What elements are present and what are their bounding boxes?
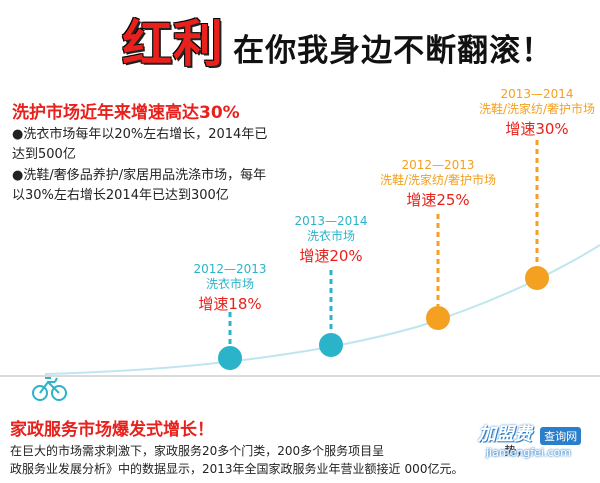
banner-title: 红利 在你我身边不断翻滚！ [122, 4, 553, 73]
banner-title-text: 在你我身边不断翻滚！ [233, 33, 554, 69]
banner-title-highlight: 红利 [122, 14, 224, 73]
bicycle-icon [32, 377, 67, 401]
bottom-line-2-tail: 000亿元。 [404, 462, 464, 476]
milestone-years: 2013—2014 [294, 214, 368, 228]
milestone-3: 2012—2013 洗鞋/洗家纺/奢护市场 增速25% [372, 158, 504, 210]
milestone-years: 2012—2013 [193, 262, 267, 276]
bullet-shoes-luxury: ●洗鞋/奢侈品养护/家居用品洗涤市场，每年以30%左右增长2014年已达到300… [12, 168, 267, 203]
bottom-line-1: 在巨大的市场需求刺激下，家政服务20多个门类，200多个服务项目呈 势， [10, 442, 578, 460]
milestone-market: 洗衣市场 [205, 277, 254, 291]
bottom-line-1-text: 在巨大的市场需求刺激下，家政服务20多个门类，200多个服务项目呈 [10, 444, 385, 458]
milestone-years: 2013—2014 [500, 87, 574, 101]
milestone-market: 洗鞋/洗家纺/奢护市场 [379, 173, 497, 187]
bottom-line-2-text: 政服务业发展分析》中的数据显示，2013年全国家政服务业年营业额接近 [10, 462, 401, 476]
milestone-growth: 增速30% [505, 120, 569, 138]
left-headline: 洗护市场近年来增速高达30% [12, 103, 240, 123]
milestone-1: 2012—2013 洗衣市场 增速18% [188, 262, 272, 314]
milestone-growth: 增速25% [406, 191, 470, 209]
watermark-logo: 加盟费 [478, 424, 532, 445]
watermark: 加盟费 查询网 jiamengfei.com [478, 420, 582, 459]
bottom-title: 家政服务市场爆发式增长！ [10, 420, 214, 440]
milestone-growth: 增速18% [198, 295, 262, 313]
milestone-2: 2013—2014 洗衣市场 增速20% [289, 214, 373, 266]
milestone-dot-1 [218, 346, 242, 370]
watermark-tag: 查询网 [540, 426, 582, 445]
bullet-laundry: ●洗衣市场每年以20%左右增长，2014年已达到500亿 [12, 127, 268, 162]
bottom-paragraph: 在巨大的市场需求刺激下，家政服务20多个门类，200多个服务项目呈 势， 政服务业… [10, 442, 578, 478]
bottom-line-2: 政服务业发展分析》中的数据显示，2013年全国家政服务业年营业额接近 000亿元。 [10, 460, 578, 478]
milestone-dot-2 [319, 333, 343, 357]
milestone-dot-4 [525, 266, 549, 290]
milestone-market: 洗鞋/洗家纺/奢护市场 [478, 102, 596, 116]
milestone-4: 2013—2014 洗鞋/洗家纺/奢护市场 增速30% [470, 87, 600, 139]
milestone-growth: 增速20% [299, 247, 363, 265]
watermark-url: jiamengfei.com [486, 446, 571, 459]
milestone-years: 2012—2013 [401, 158, 475, 172]
bottom-line-1-tail: 势， [504, 444, 529, 458]
milestone-dot-3 [426, 306, 450, 330]
milestone-market: 洗衣市场 [306, 229, 355, 243]
